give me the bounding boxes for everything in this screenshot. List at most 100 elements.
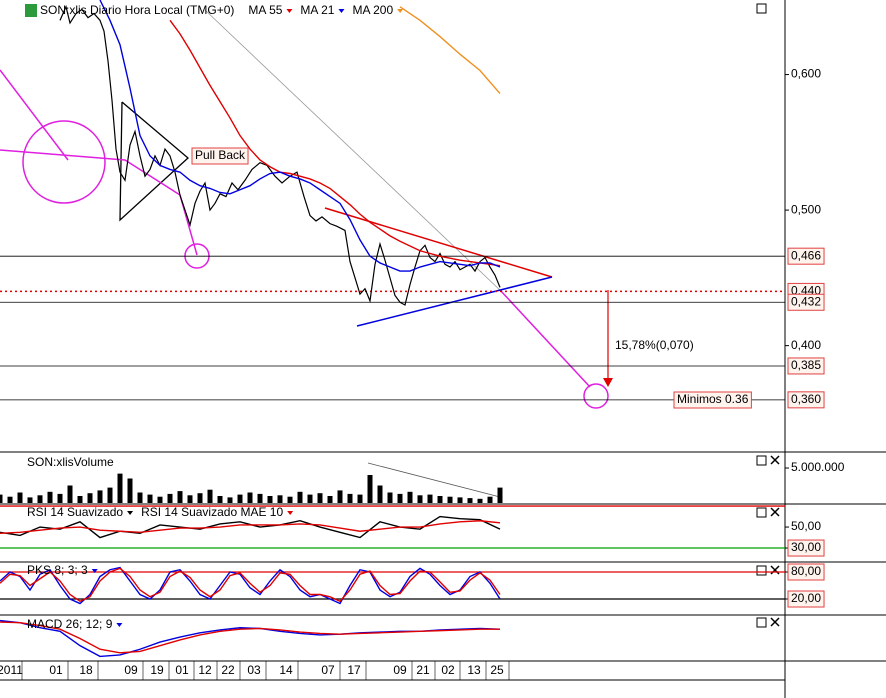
maximize-button[interactable] [756,3,767,14]
series-line [399,6,501,94]
magenta-line [499,289,591,388]
y-tick-label: 80,00 [791,564,821,578]
volume-bar [307,494,313,503]
volume-bar [347,493,353,503]
x-tick-label: 03 [247,663,261,677]
volume-bar [227,497,233,503]
annotation-group: Minimos 0.36 [673,391,752,409]
legend-dropdown [397,9,404,13]
y-tick-label-group: 0,500 [791,202,821,216]
volume-bar [107,487,113,503]
level-label-group: 0,432 [787,293,825,311]
y-tick-label-group: 20,00 [787,590,825,608]
resistance-line [324,207,553,278]
y-tick-label-group: 80,00 [787,563,825,581]
volume-bar [477,498,483,503]
y-tick-label-group: 30,00 [787,539,825,557]
volume-bar [367,475,373,503]
legend-entry: RSI 14 Suavizado MAE 10 [141,505,283,519]
series-line [0,567,501,603]
volume-bar [207,489,213,503]
annotation-group: Pull Back [191,147,249,165]
legend-entry: PKS 8; 3; 3 [27,563,88,577]
x-tick-label: 01 [49,663,63,677]
x-tick-label: 19 [150,663,164,677]
panel-title: SON:xlisVolume [27,455,114,469]
volume-bar [487,496,493,503]
y-tick-label-box [787,590,825,608]
maximize-button[interactable] [756,507,767,518]
annotation: Pull Back [195,148,246,162]
volume-bar [407,491,413,503]
volume-bar [67,485,73,503]
x-tick-label: 25 [490,663,504,677]
volume-bar [37,495,43,503]
magenta-circle [583,383,609,409]
y-tick-label: 0,600 [791,67,821,81]
volume-bar [57,493,63,503]
level-label: 0,466 [791,248,821,262]
level-label: 0,432 [791,294,821,308]
legend-dropdown [286,9,293,13]
volume-bar [457,497,463,503]
price-line [59,4,501,306]
x-tick-label: 14 [279,663,293,677]
support-line [356,276,553,327]
volume-bar [97,490,103,503]
series-line [99,0,501,272]
y-tick-label-group: 0,600 [791,67,821,81]
eq-icon [25,4,37,17]
volume-bar [177,491,183,503]
volume-bar [497,487,503,503]
volume-bar [317,493,323,503]
volume-bar [397,493,403,503]
legend-entry: MA 21 [300,3,334,17]
maximize-button[interactable] [756,617,767,628]
x-tick-label: 18 [79,663,93,677]
drawings [0,9,613,498]
x-tick-label: 21 [416,663,430,677]
volume-bar [277,495,283,503]
volume-bar [327,496,333,503]
x-tick-label: 07 [321,663,335,677]
volume-bar [257,493,263,503]
y-tick-label-group: 5.000.000 [791,460,845,474]
volume-bar [387,492,393,503]
triangle [119,101,189,222]
volume-trend [367,462,501,498]
x-tick-label: 01 [175,663,189,677]
volume-bar [27,497,33,503]
maximize-button[interactable] [756,565,767,576]
volume-bar [77,496,83,503]
panel-buttons[interactable] [756,3,780,628]
series-line [0,520,501,535]
volume-bar [287,496,293,503]
annotation: 15,78%(0,070) [615,338,694,352]
level-label: 0,385 [791,358,821,372]
volume-bar [147,494,153,503]
legend-dropdown [91,569,98,573]
x-tick-label: 09 [124,663,138,677]
close-buttons[interactable] [770,455,780,627]
volume-bar [137,492,143,503]
y-tick-label-group: 50,00 [791,519,821,533]
x-tick-label: 22 [221,663,235,677]
volume-bar [7,496,13,503]
volume-bar [0,494,3,503]
level-label-box [787,293,825,311]
volume-bar [467,498,473,503]
volume-bar [447,496,453,503]
annotation-group: 15,78%(0,070) [615,338,694,352]
level-label-box [787,357,825,375]
volume-bar [87,493,93,503]
level-label-group: 0,385 [787,357,825,375]
annotation: Minimos 0.36 [677,392,749,406]
level-label-group: 0,360 [787,391,825,409]
volume-bar [187,495,193,503]
legend-dropdown [116,623,123,627]
y-tick-label: 5.000.000 [791,460,845,474]
maximize-button[interactable] [756,455,767,466]
y-tick-label-box [787,539,825,557]
